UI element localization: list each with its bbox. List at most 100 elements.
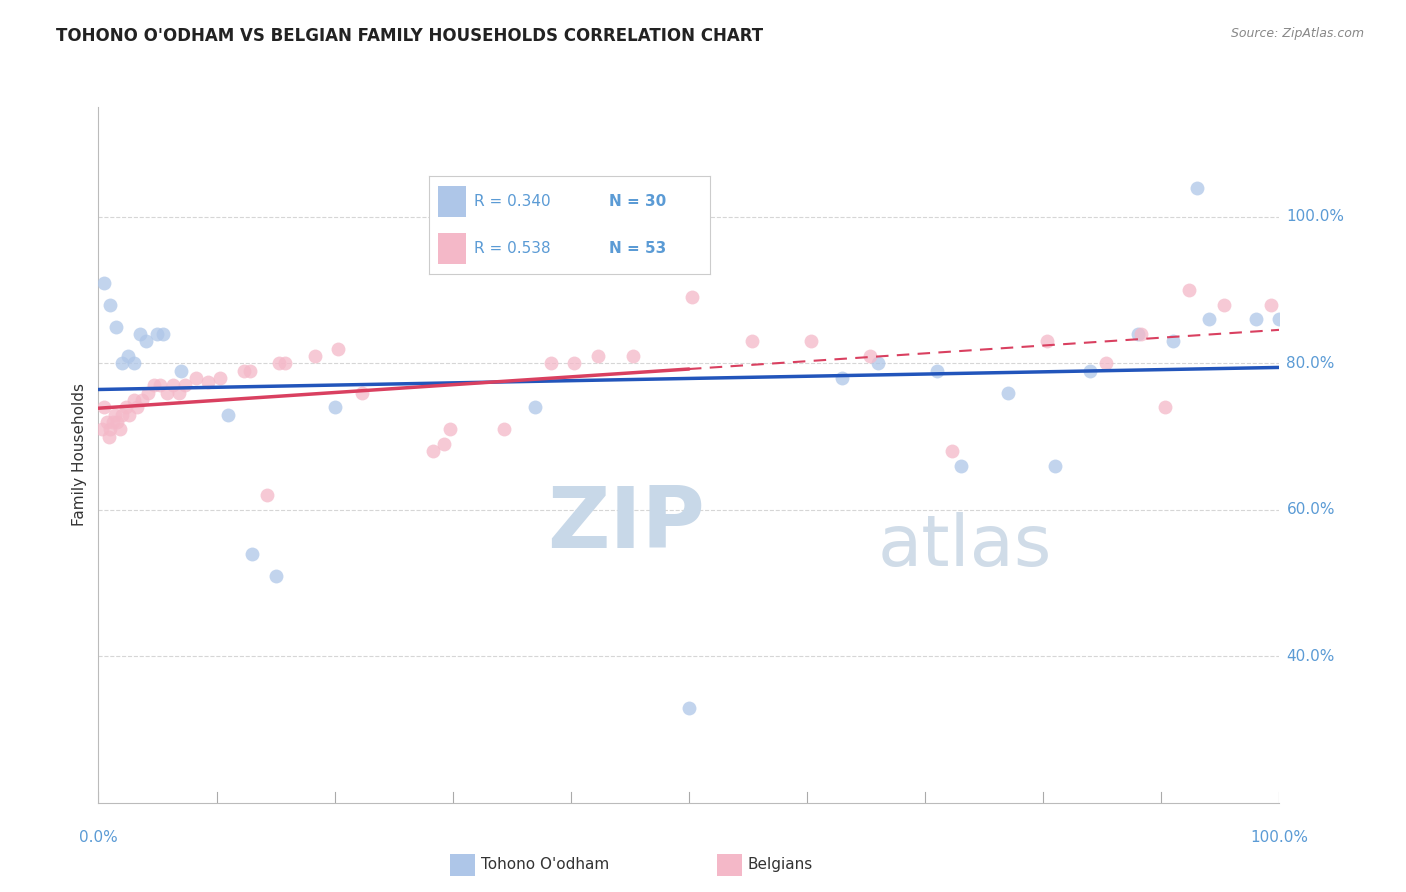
Point <box>135 334 157 349</box>
Point <box>170 364 193 378</box>
Point <box>433 437 456 451</box>
Point <box>122 356 145 370</box>
Point <box>98 298 121 312</box>
Point <box>586 349 609 363</box>
Point <box>949 458 972 473</box>
Point <box>108 422 131 436</box>
Point <box>93 401 115 415</box>
Point <box>439 422 461 436</box>
Point <box>118 408 141 422</box>
Text: 80.0%: 80.0% <box>1286 356 1334 371</box>
Text: TOHONO O'ODHAM VS BELGIAN FAMILY HOUSEHOLDS CORRELATION CHART: TOHONO O'ODHAM VS BELGIAN FAMILY HOUSEHO… <box>56 27 763 45</box>
Point <box>1043 458 1066 473</box>
Point <box>156 385 179 400</box>
Point <box>1177 283 1199 297</box>
Point <box>104 408 127 422</box>
Point <box>540 356 562 370</box>
Point <box>350 385 373 400</box>
Point <box>105 319 128 334</box>
Point <box>131 392 153 407</box>
Point <box>682 290 704 304</box>
Text: 100.0%: 100.0% <box>1286 210 1344 225</box>
Point <box>122 392 145 407</box>
Point <box>114 401 136 415</box>
Text: R = 0.340: R = 0.340 <box>474 194 551 209</box>
Point <box>859 349 882 363</box>
Point <box>1268 312 1291 326</box>
Point <box>209 371 232 385</box>
Point <box>264 568 287 582</box>
Point <box>111 408 134 422</box>
Point <box>1213 298 1236 312</box>
Point <box>1080 364 1102 378</box>
Point <box>1126 327 1149 342</box>
Point <box>422 444 444 458</box>
Point <box>1161 334 1184 349</box>
Point <box>304 349 326 363</box>
Text: 40.0%: 40.0% <box>1286 648 1334 664</box>
Point <box>117 349 139 363</box>
Point <box>831 371 853 385</box>
Point <box>269 356 291 370</box>
Point <box>997 385 1019 400</box>
Text: Belgians: Belgians <box>748 857 813 871</box>
Point <box>328 342 350 356</box>
Point <box>623 349 645 363</box>
Point <box>1260 298 1282 312</box>
Point <box>564 356 586 370</box>
Point <box>111 356 134 370</box>
Point <box>524 401 547 415</box>
Text: Tohono O'odham: Tohono O'odham <box>481 857 609 871</box>
Point <box>186 371 208 385</box>
Point <box>149 378 172 392</box>
Point <box>678 700 700 714</box>
Point <box>173 378 195 392</box>
Point <box>101 415 124 429</box>
Point <box>128 327 150 342</box>
Text: 0.0%: 0.0% <box>79 830 118 845</box>
Point <box>1036 334 1059 349</box>
Point <box>167 385 190 400</box>
Text: ZIP: ZIP <box>547 483 704 566</box>
Point <box>1154 401 1177 415</box>
Point <box>105 415 128 429</box>
Point <box>941 444 963 458</box>
Point <box>127 401 149 415</box>
Text: N = 53: N = 53 <box>609 241 666 256</box>
Point <box>866 356 889 370</box>
Point <box>98 422 121 436</box>
FancyBboxPatch shape <box>437 233 465 264</box>
Point <box>1095 356 1118 370</box>
Point <box>93 276 115 290</box>
Y-axis label: Family Households: Family Households <box>72 384 87 526</box>
Point <box>1185 180 1208 194</box>
Text: 60.0%: 60.0% <box>1286 502 1334 517</box>
Point <box>91 422 114 436</box>
Point <box>239 364 262 378</box>
Point <box>925 364 948 378</box>
Point <box>492 422 515 436</box>
Point <box>136 385 159 400</box>
Point <box>232 364 254 378</box>
Point <box>1130 327 1153 342</box>
Point <box>142 378 165 392</box>
Text: atlas: atlas <box>877 512 1052 581</box>
Text: N = 30: N = 30 <box>609 194 666 209</box>
Point <box>98 429 121 443</box>
Point <box>1244 312 1267 326</box>
Point <box>256 488 278 502</box>
Point <box>1198 312 1220 326</box>
Text: 100.0%: 100.0% <box>1250 830 1309 845</box>
Point <box>162 378 184 392</box>
Text: R = 0.538: R = 0.538 <box>474 241 551 256</box>
Point <box>800 334 823 349</box>
Point <box>240 547 263 561</box>
Point <box>274 356 297 370</box>
Point <box>146 327 169 342</box>
Point <box>741 334 763 349</box>
Point <box>152 327 174 342</box>
Text: Source: ZipAtlas.com: Source: ZipAtlas.com <box>1230 27 1364 40</box>
Point <box>96 415 118 429</box>
Point <box>217 408 239 422</box>
FancyBboxPatch shape <box>437 186 465 217</box>
